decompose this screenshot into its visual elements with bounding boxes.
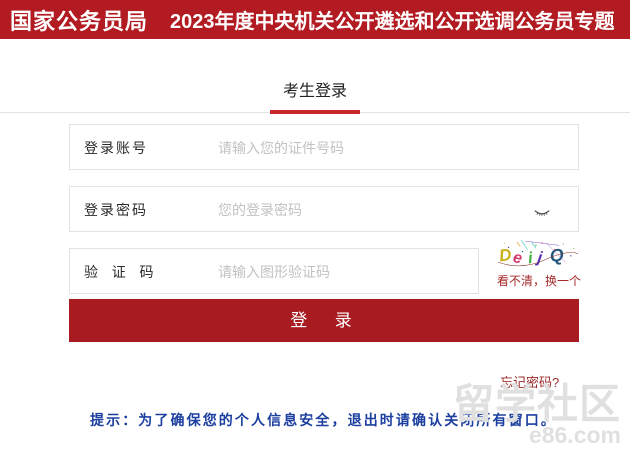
svg-text:D: D (498, 245, 513, 266)
svg-text:e: e (512, 249, 524, 267)
svg-text:j: j (534, 249, 543, 267)
